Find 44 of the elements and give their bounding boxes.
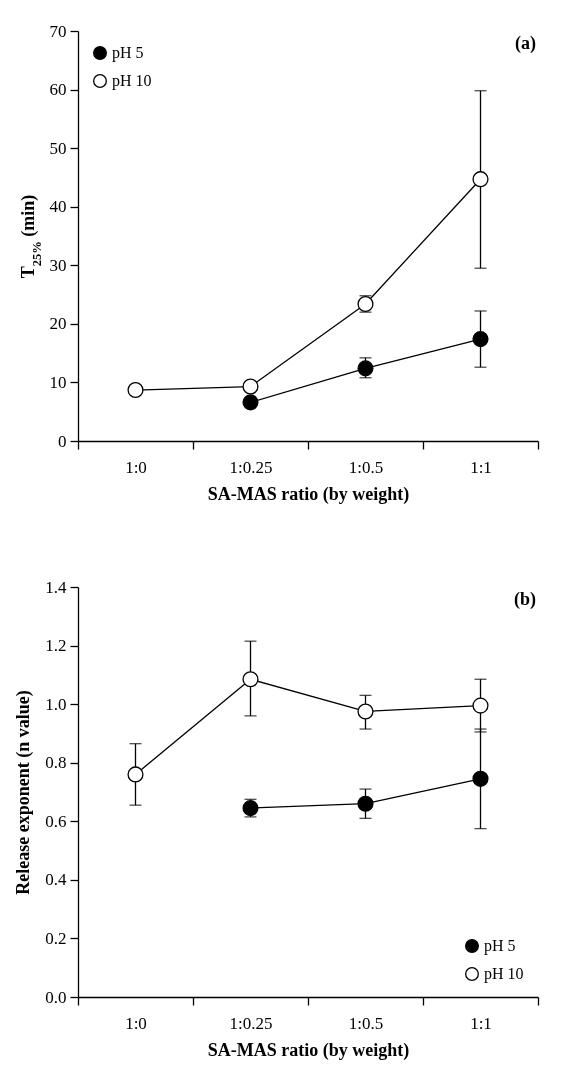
y-tick-label: 30 — [49, 255, 67, 275]
x-tick-label: 1:0 — [125, 457, 147, 477]
x-tick-label: 1:1 — [470, 1013, 492, 1033]
y-tick-label: 0 — [58, 431, 67, 451]
point — [357, 703, 374, 720]
annotation: (a) — [515, 33, 536, 54]
y-tick-label: 60 — [49, 80, 67, 100]
point — [242, 378, 259, 395]
point — [127, 766, 144, 783]
y-tick-label: 1.2 — [45, 636, 67, 656]
point — [242, 671, 259, 688]
point — [242, 394, 259, 411]
x-axis-title: SA-MAS ratio (by weight) — [207, 1039, 410, 1061]
x-axis-title: SA-MAS ratio (by weight) — [207, 483, 410, 505]
y-tick-label: 0.0 — [45, 987, 67, 1007]
x-tick-label: 1:0.25 — [229, 1013, 273, 1033]
y-tick-label: 0.2 — [45, 928, 67, 948]
legend-label: pH 10 — [112, 72, 152, 90]
legend-label: pH 5 — [112, 44, 144, 62]
y-tick-label: 10 — [49, 372, 67, 392]
point — [472, 770, 489, 787]
point — [472, 171, 489, 188]
y-tick-label: 40 — [49, 197, 67, 217]
x-tick-label: 1:0 — [125, 1013, 147, 1033]
legend-label: pH 10 — [484, 965, 524, 983]
y-tick-label: 0.6 — [45, 811, 67, 831]
legend-label: pH 5 — [484, 937, 516, 955]
point — [357, 795, 374, 812]
y-tick-label: 50 — [49, 138, 67, 158]
y-tick-label: 1.0 — [45, 694, 67, 714]
x-tick-label: 1:0.5 — [348, 1013, 384, 1033]
point — [472, 331, 489, 348]
x-tick-label: 1:1 — [470, 457, 492, 477]
y-tick-label: 0.4 — [45, 870, 67, 890]
point — [127, 381, 144, 399]
y-axis-title: Release exponent (n value) — [13, 690, 35, 895]
annotation: (b) — [514, 589, 536, 610]
y-tick-label: 0.8 — [45, 753, 67, 773]
x-tick-label: 1:0.5 — [348, 457, 384, 477]
point — [472, 697, 489, 714]
x-tick-label: 1:0.25 — [229, 457, 273, 477]
y-tick-label: 20 — [49, 314, 67, 334]
y-tick-label: 70 — [49, 21, 67, 41]
y-tick-label: 1.4 — [45, 577, 67, 597]
